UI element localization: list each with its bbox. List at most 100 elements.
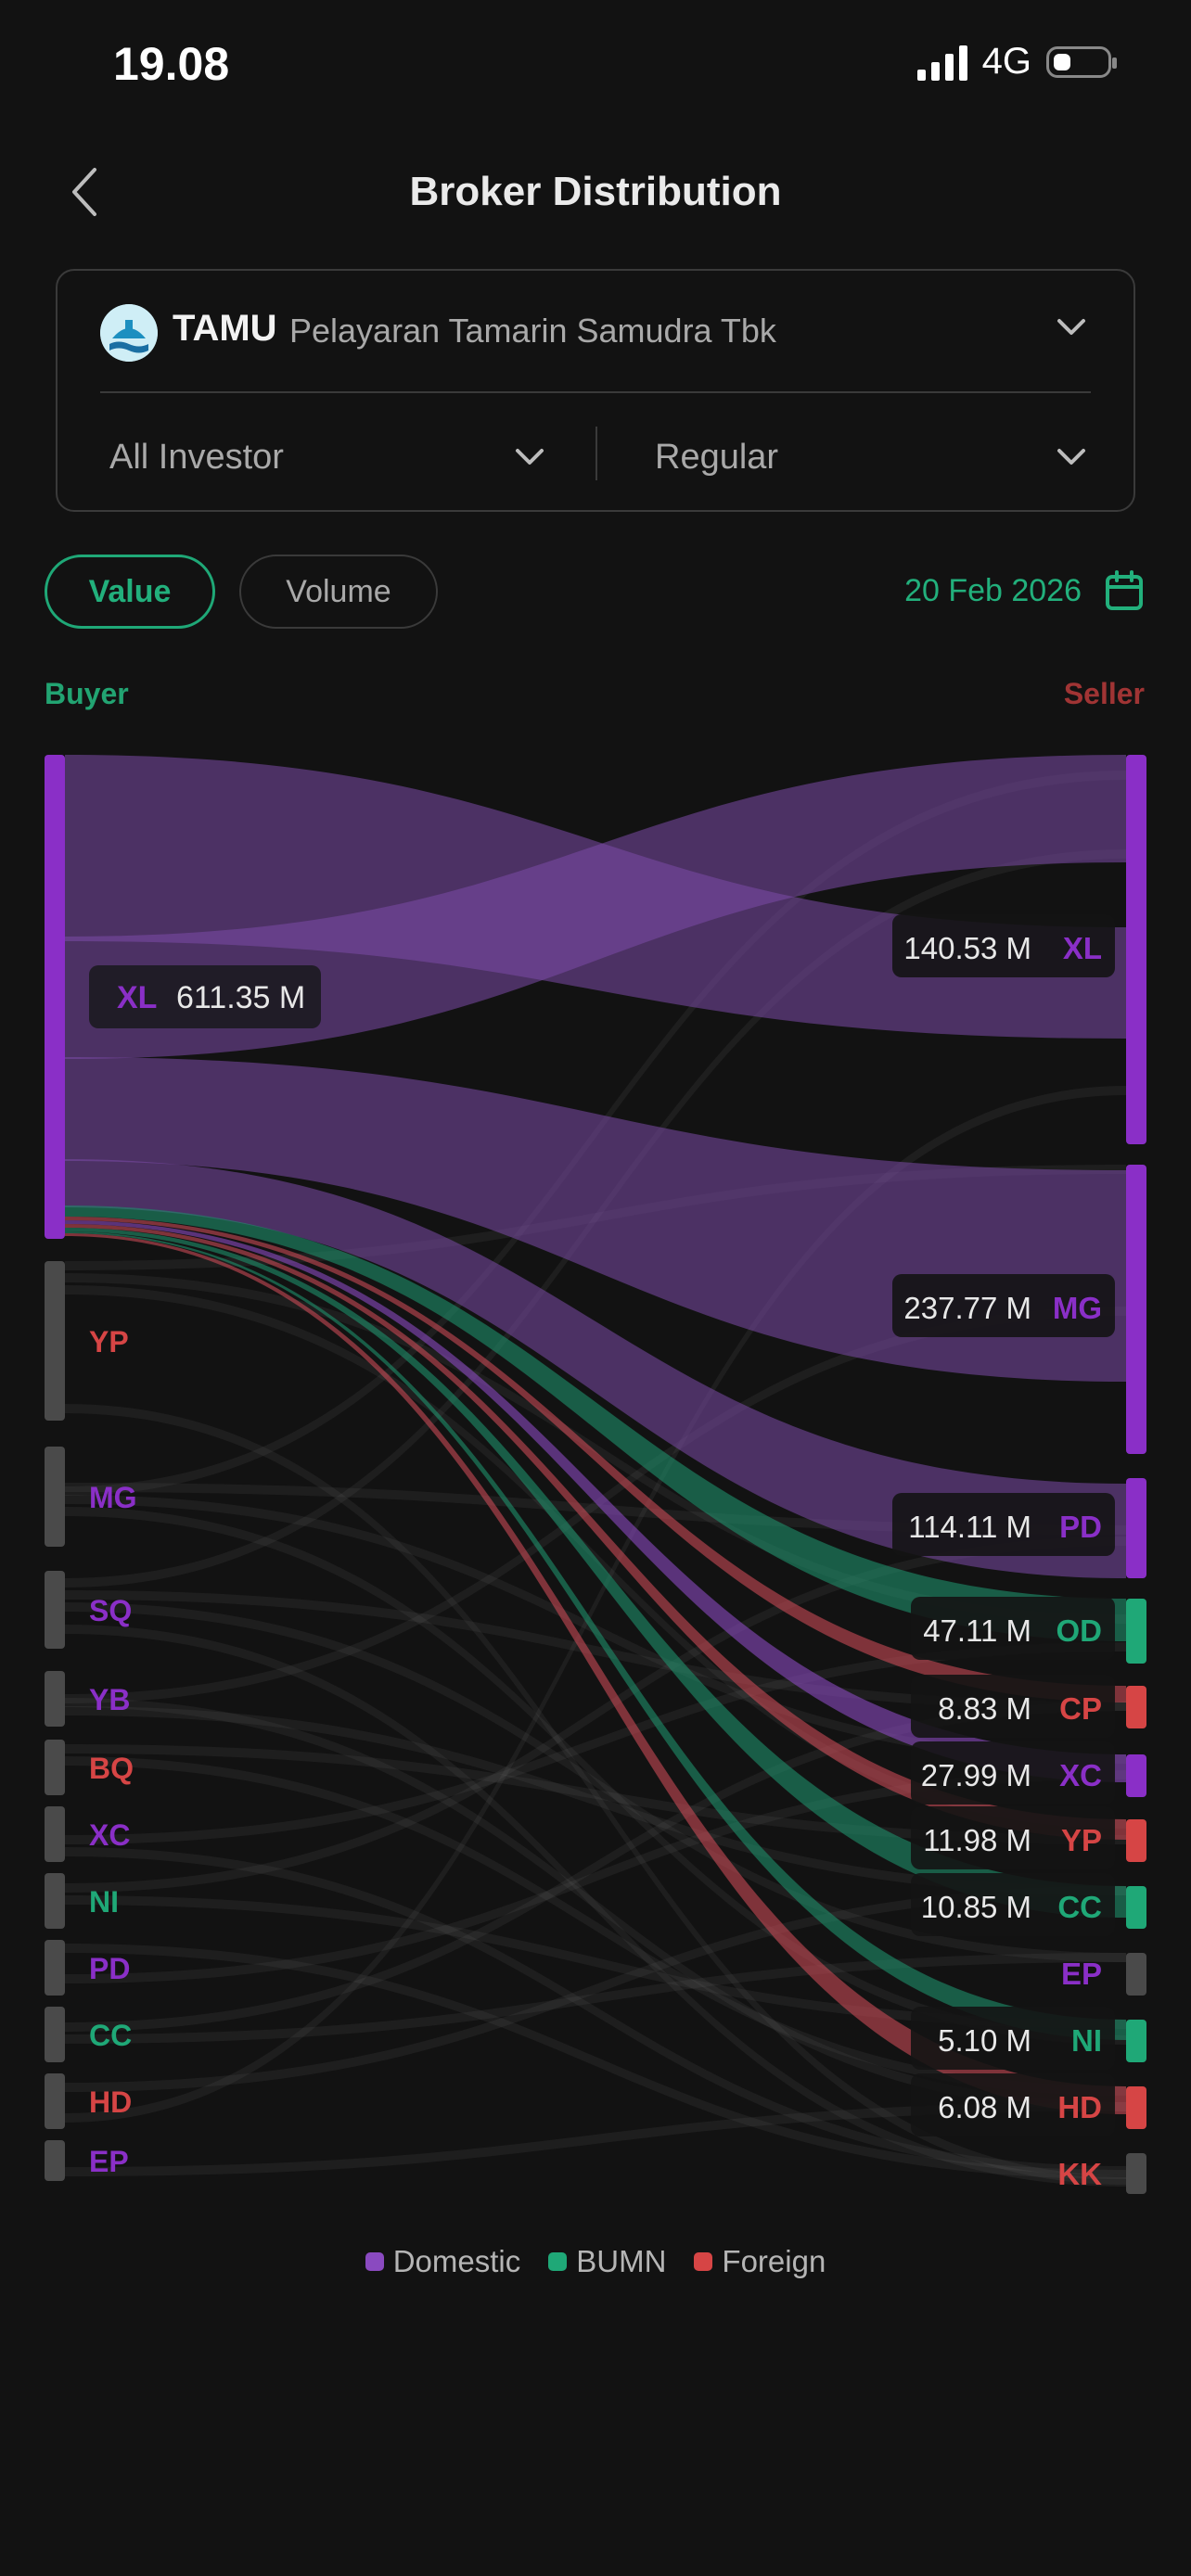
seller-code-label[interactable]: OD [1057, 1613, 1103, 1648]
chevron-down-icon[interactable] [514, 447, 545, 467]
buyer-node[interactable] [45, 1940, 65, 1996]
buyer-node[interactable] [45, 2140, 65, 2181]
seller-node[interactable] [1126, 1754, 1146, 1797]
seller-value-badge [911, 1741, 1115, 1804]
buyer-code-label[interactable]: EP [89, 2145, 129, 2178]
flow-xl [65, 1217, 1126, 1702]
legend-label: BUMN [576, 2244, 667, 2278]
back-button[interactable] [61, 159, 108, 224]
buyer-code-label[interactable]: XL [117, 980, 157, 1015]
seller-value-badge [892, 914, 1115, 977]
background-flow [65, 1698, 1126, 2111]
chevron-down-icon[interactable] [1056, 317, 1087, 338]
buyer-code-label[interactable]: NI [89, 1885, 119, 1919]
seller-value-label: 6.08 M [938, 2090, 1031, 2124]
flow-xl [65, 1224, 1126, 1840]
background-flow [65, 1706, 1126, 1895]
seller-code-label[interactable]: CC [1057, 1890, 1102, 1924]
legend-item-domestic: Domestic [365, 2244, 520, 2279]
chevron-down-icon[interactable] [1056, 447, 1087, 467]
battery-icon [1046, 45, 1117, 78]
seller-code-label[interactable]: XC [1059, 1758, 1102, 1792]
sankey-chart: XL 611.35 M YP MG SQ YB BQ XC NI PD CC HD EP 140.53 M… [45, 755, 1146, 2194]
buyer-value-label: 611.35 M [176, 980, 305, 1015]
background-flow [65, 1537, 1126, 1893]
buyer-node[interactable] [45, 2007, 65, 2062]
legend-item-foreign: Foreign [694, 2244, 826, 2279]
background-flow [65, 1625, 1126, 2187]
background-flow [65, 1744, 1126, 1844]
buyer-code-label[interactable]: CC [89, 2019, 132, 2052]
network-label: 4G [981, 41, 1031, 82]
background-flow [65, 2102, 1126, 2176]
buyer-value-badge [89, 965, 321, 1028]
seller-code-label[interactable]: YP [1061, 1823, 1102, 1857]
date-label[interactable]: 20 Feb 2026 [904, 573, 1082, 608]
buyer-heading: Buyer [45, 677, 129, 710]
buyer-node[interactable] [45, 1806, 65, 1862]
flow-xl [65, 1205, 1126, 1641]
investor-type-select[interactable]: All Investor [109, 438, 284, 477]
buyer-node[interactable] [45, 755, 65, 1239]
stock-name[interactable]: Pelayaran Tamarin Samudra Tbk [289, 312, 776, 350]
background-flow [65, 1953, 1126, 2044]
flow-xl [65, 1057, 1126, 1382]
seller-node[interactable] [1126, 755, 1146, 1144]
buyer-node[interactable] [45, 1873, 65, 1929]
buyer-node[interactable] [45, 1447, 65, 1547]
buyer-node[interactable] [45, 1740, 65, 1795]
buyer-node[interactable] [45, 1261, 65, 1421]
buyer-code-label[interactable]: PD [89, 1952, 130, 1985]
flow-xl [65, 755, 1126, 1059]
background-flow [65, 1770, 1126, 1983]
background-flow [65, 1702, 1126, 2032]
seller-code-label[interactable]: CP [1059, 1691, 1102, 1726]
stock-code[interactable]: TAMU [173, 308, 277, 349]
buyer-code-label[interactable]: MG [89, 1481, 137, 1514]
buyer-code-label[interactable]: SQ [89, 1594, 132, 1627]
seller-node[interactable] [1126, 1686, 1146, 1728]
background-flow [65, 1642, 1126, 1844]
volume-toggle[interactable]: Volume [239, 555, 438, 629]
buyer-code-label[interactable]: BQ [89, 1752, 134, 1785]
buyer-node[interactable] [45, 2073, 65, 2129]
buyer-code-label[interactable]: YB [89, 1683, 130, 1716]
seller-code-label[interactable]: XL [1063, 931, 1102, 965]
seller-node[interactable] [1126, 1599, 1146, 1664]
seller-code-label[interactable]: HD [1057, 2090, 1102, 2124]
seller-code-label[interactable]: EP [1061, 1957, 1102, 1991]
board-type-select[interactable]: Regular [655, 438, 779, 477]
seller-code-label[interactable]: NI [1071, 2023, 1102, 2058]
seller-node[interactable] [1126, 2086, 1146, 2129]
buyer-node[interactable] [45, 1671, 65, 1727]
flow-xl [65, 1228, 1126, 1918]
buyer-code-label[interactable]: YP [89, 1325, 129, 1358]
seller-value-label: 5.10 M [938, 2023, 1031, 2058]
card-divider [100, 391, 1091, 393]
seller-node[interactable] [1126, 1953, 1146, 1996]
seller-code-label[interactable]: KK [1057, 2157, 1102, 2191]
page-title: Broker Distribution [409, 169, 782, 214]
buyer-node[interactable] [45, 1571, 65, 1649]
seller-node[interactable] [1126, 2020, 1146, 2062]
seller-code-label[interactable]: MG [1053, 1291, 1102, 1325]
calendar-icon[interactable] [1104, 569, 1145, 612]
seller-value-label: 10.85 M [921, 1890, 1031, 1924]
buyer-code-label[interactable]: HD [89, 2085, 132, 2119]
seller-node[interactable] [1126, 1819, 1146, 1862]
value-toggle[interactable]: Value [45, 555, 215, 629]
filter-card: TAMU Pelayaran Tamarin Samudra Tbk All I… [56, 269, 1135, 512]
buyer-code-label[interactable]: XC [89, 1818, 130, 1852]
seller-code-label[interactable]: PD [1059, 1510, 1102, 1544]
seller-value-label: 47.11 M [923, 1613, 1031, 1648]
seller-node[interactable] [1126, 1478, 1146, 1578]
seller-node[interactable] [1126, 1886, 1146, 1929]
legend-swatch [365, 2252, 384, 2271]
background-flow [65, 1307, 1126, 1703]
seller-node[interactable] [1126, 2153, 1146, 2194]
seller-node[interactable] [1126, 1165, 1146, 1454]
legend-swatch [548, 2252, 568, 2271]
background-flow [65, 1590, 1126, 1711]
seller-value-badge [911, 1806, 1115, 1869]
background-flow [65, 1404, 1126, 2185]
